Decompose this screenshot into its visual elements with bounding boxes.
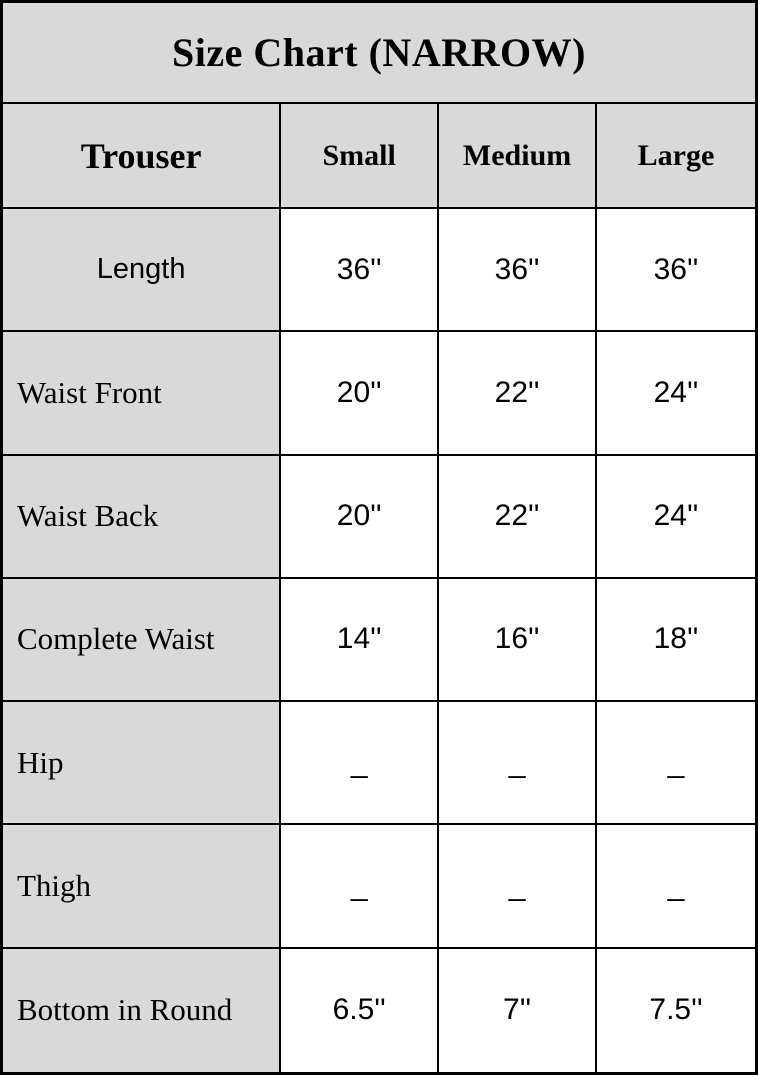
size-value: 24'': [597, 332, 755, 456]
row-label-complete-waist: Complete Waist: [3, 578, 282, 703]
row-label-hip: Hip: [3, 702, 282, 826]
column-header-small: Small: [281, 104, 440, 209]
size-value: _: [281, 825, 440, 949]
size-value: 36'': [439, 209, 598, 333]
row-label-waist-front: Waist Front: [3, 332, 282, 456]
chart-title: Size Chart (NARROW): [3, 3, 755, 104]
size-value: 22'': [439, 332, 598, 456]
size-value: _: [597, 825, 755, 949]
size-value: 6.5'': [281, 948, 440, 1072]
row-label-length: Length: [3, 209, 282, 333]
size-value: 20'': [281, 455, 440, 579]
size-value: 36'': [281, 209, 440, 333]
column-header-medium: Medium: [439, 104, 598, 209]
size-value: 7'': [439, 948, 598, 1072]
row-label-bottom-in-round: Bottom in Round: [3, 948, 282, 1072]
size-value: 14'': [281, 578, 440, 703]
size-value: 16'': [439, 578, 598, 703]
size-value: 7.5'': [597, 948, 755, 1072]
size-value: _: [439, 702, 598, 826]
row-label-waist-back: Waist Back: [3, 455, 282, 579]
size-value: 36'': [597, 209, 755, 333]
column-header-large: Large: [597, 104, 755, 209]
size-value: 20'': [281, 332, 440, 456]
column-header-trouser: Trouser: [3, 104, 282, 209]
size-value: 22'': [439, 455, 598, 579]
size-value: 18'': [597, 578, 755, 703]
size-value: _: [597, 702, 755, 826]
size-value: _: [439, 825, 598, 949]
size-value: 24'': [597, 455, 755, 579]
row-label-thigh: Thigh: [3, 825, 282, 949]
size-value: _: [281, 702, 440, 826]
